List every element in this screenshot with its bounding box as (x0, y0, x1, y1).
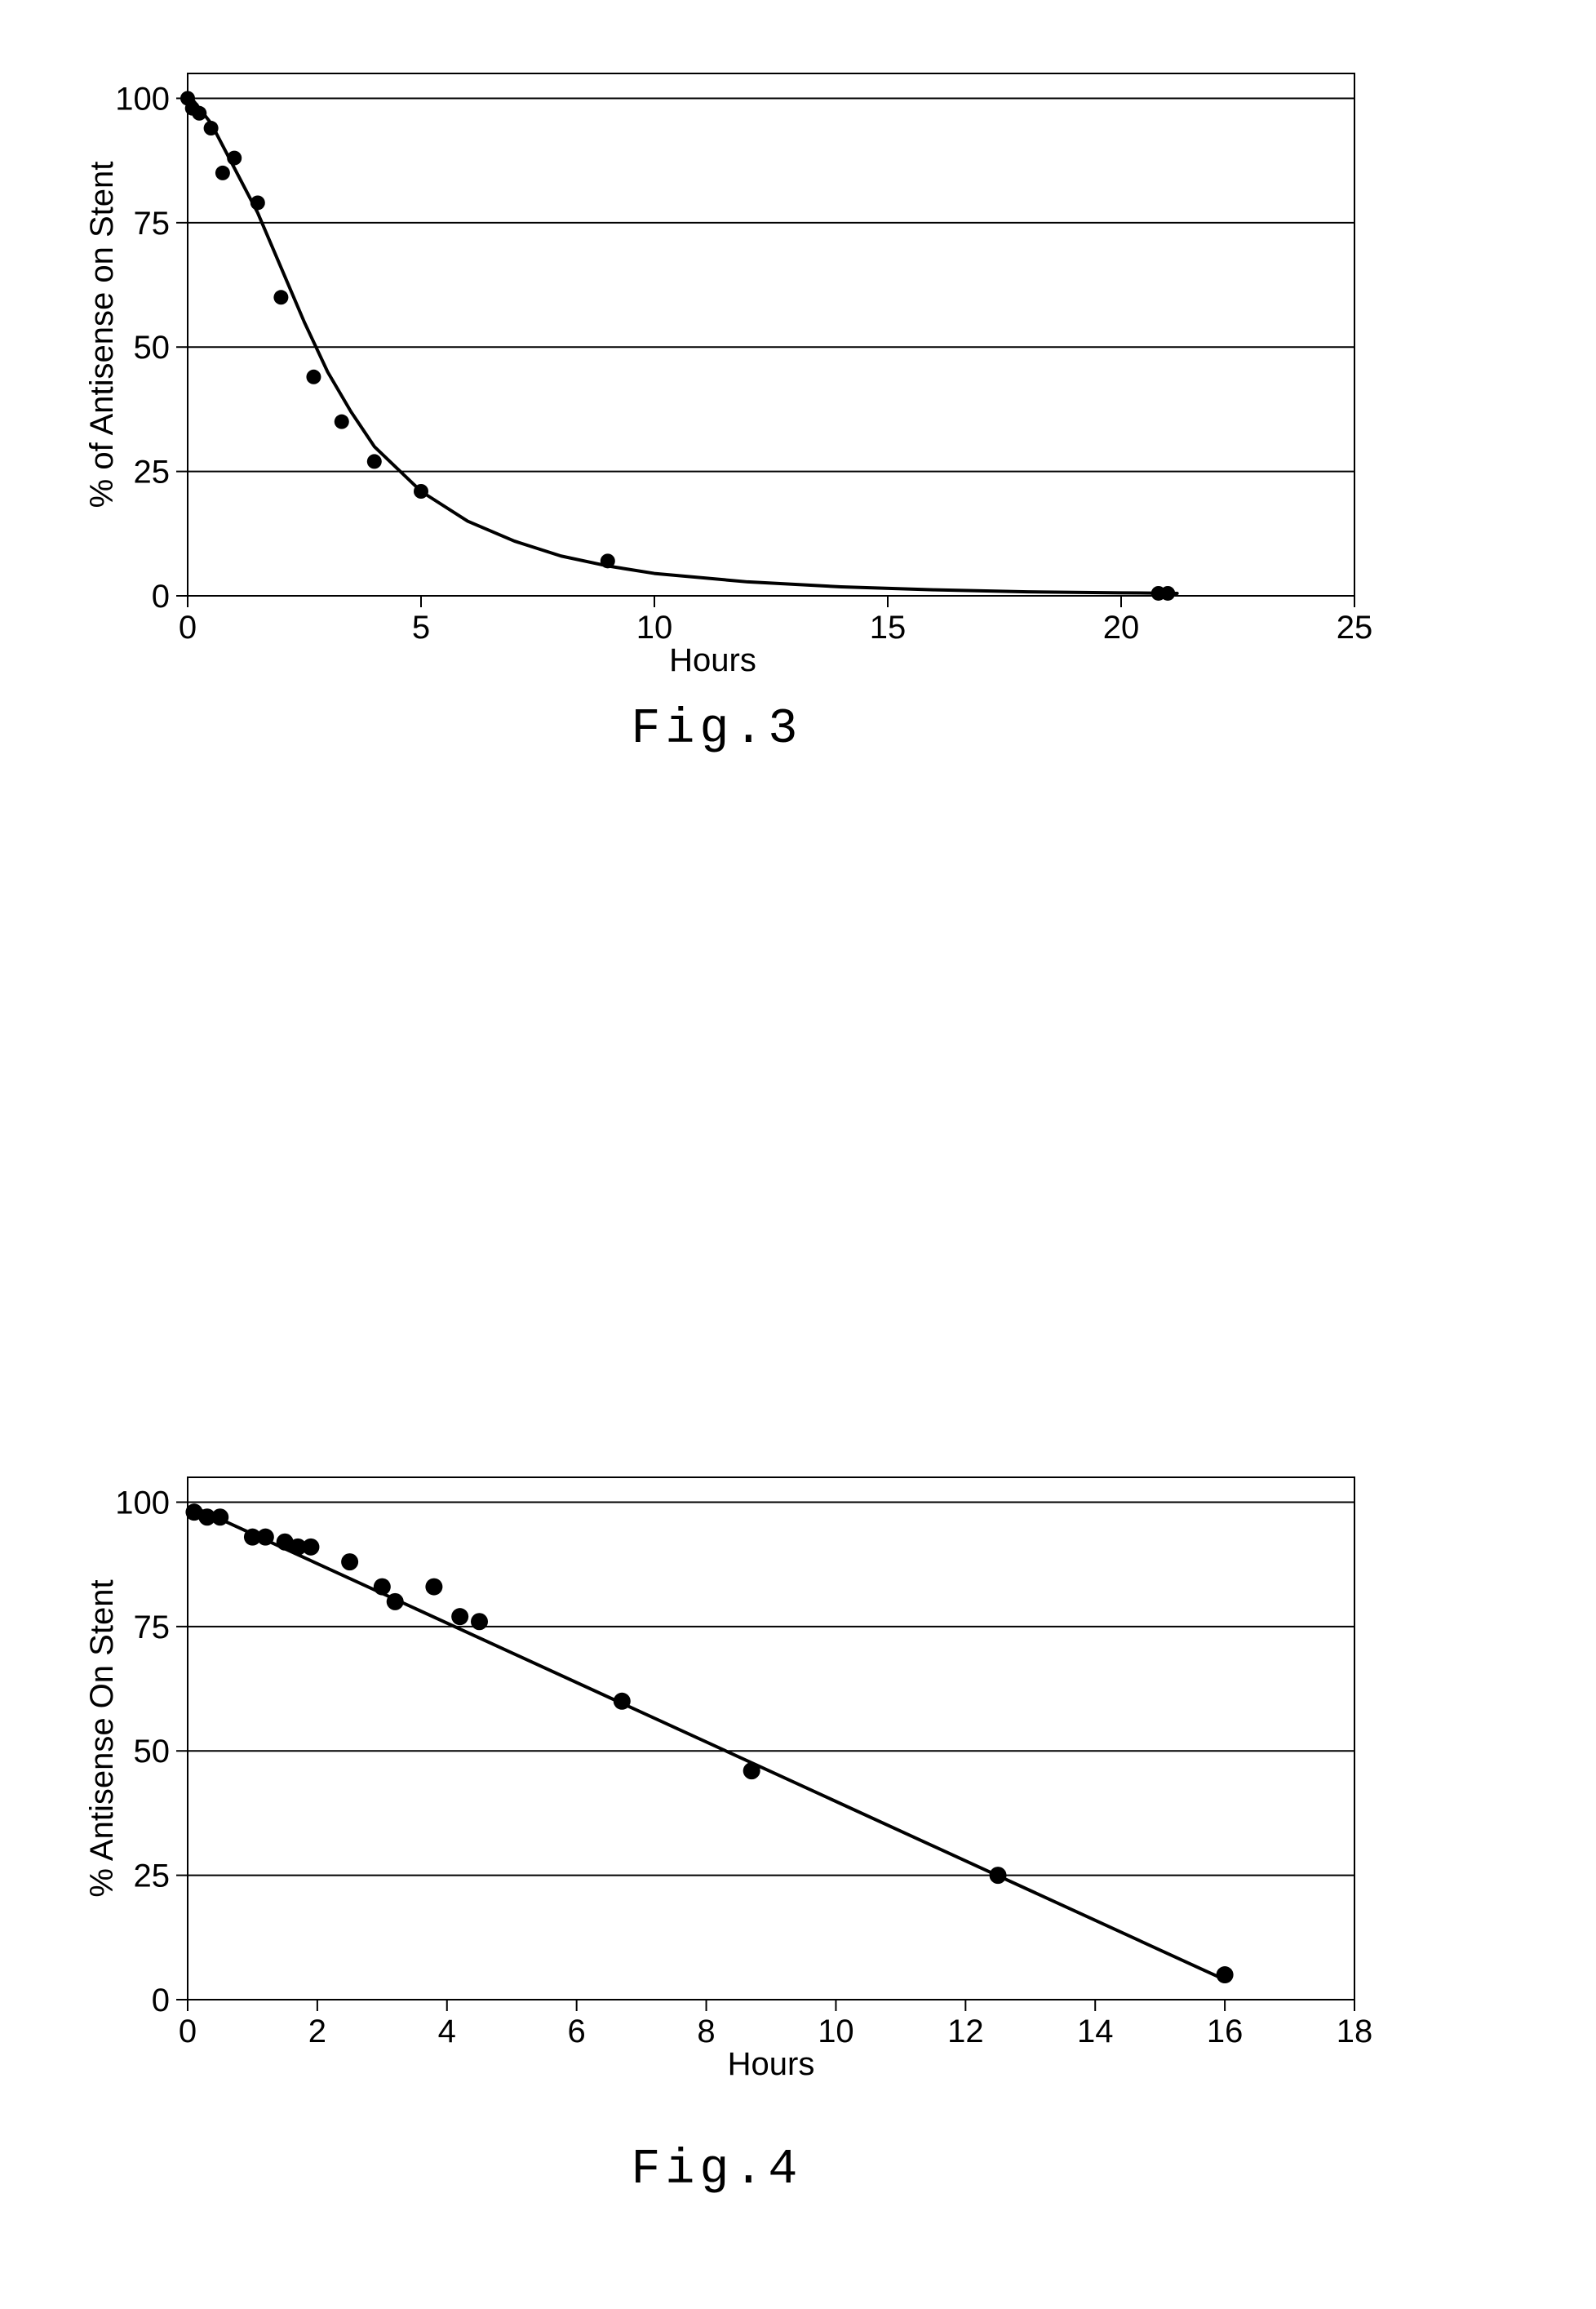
figure-4-caption: Fig.4 (631, 2142, 802, 2198)
x-tick-label: 0 (179, 2014, 197, 2049)
x-axis-label: Hours (669, 642, 756, 678)
data-point (387, 1593, 404, 1610)
x-tick-label: 2 (308, 2014, 326, 2049)
data-point (990, 1867, 1007, 1884)
x-tick-label: 14 (1077, 2014, 1114, 2049)
x-axis-label: Hours (728, 2046, 815, 2082)
data-point (374, 1579, 391, 1596)
x-tick-label: 15 (870, 610, 907, 646)
data-point (1217, 1966, 1234, 1983)
data-point (1160, 586, 1175, 601)
data-point (204, 121, 219, 135)
x-tick-label: 6 (568, 2014, 586, 2049)
y-tick-label: 75 (134, 206, 171, 242)
figure-3-caption: Fig.3 (631, 702, 802, 757)
x-tick-label: 16 (1207, 2014, 1244, 2049)
data-point (257, 1529, 274, 1546)
y-tick-label: 50 (134, 330, 171, 366)
y-axis-label: % Antisense On Stent (84, 1579, 120, 1897)
data-point (335, 415, 349, 429)
y-tick-label: 100 (115, 81, 170, 117)
data-point (306, 370, 321, 384)
data-point (250, 195, 265, 210)
x-tick-label: 20 (1103, 610, 1140, 646)
data-point (743, 1762, 760, 1779)
data-point (273, 290, 288, 304)
x-tick-label: 25 (1337, 610, 1373, 646)
data-point (414, 484, 428, 499)
x-tick-label: 12 (947, 2014, 984, 2049)
data-point (471, 1613, 488, 1630)
data-point (614, 1693, 631, 1710)
y-tick-label: 0 (152, 1983, 170, 2018)
x-tick-label: 10 (818, 2014, 854, 2049)
x-tick-label: 18 (1337, 2014, 1373, 2049)
x-tick-label: 10 (636, 610, 673, 646)
x-tick-label: 4 (438, 2014, 456, 2049)
y-tick-label: 25 (134, 1858, 171, 1894)
data-point (601, 553, 615, 568)
y-tick-label: 0 (152, 579, 170, 615)
data-point (302, 1539, 319, 1556)
y-axis-label: % of Antisense on Stent (84, 162, 120, 508)
data-point (215, 166, 230, 180)
x-tick-label: 8 (697, 2014, 715, 2049)
y-tick-label: 50 (134, 1734, 171, 1769)
chart-fig3: 0 5 10 15 20 25 0 25 50 75 100 Hours % of Antisense … (73, 0, 1596, 792)
data-point (425, 1579, 442, 1596)
y-tick-label: 75 (134, 1610, 171, 1645)
y-tick-label: 100 (115, 1485, 170, 1521)
x-tick-label: 5 (412, 610, 430, 646)
chart-fig4: 0 2 4 6 8 10 12 14 16 18 0 25 50 75 100 Hours % Antisens… (73, 1363, 1596, 2196)
data-point (211, 1508, 228, 1525)
y-tick-label: 25 (134, 455, 171, 491)
data-point (451, 1608, 468, 1625)
x-tick-label: 0 (179, 610, 197, 646)
data-point (341, 1553, 358, 1570)
data-point (192, 106, 206, 121)
data-point (367, 454, 382, 468)
data-point (227, 151, 242, 166)
